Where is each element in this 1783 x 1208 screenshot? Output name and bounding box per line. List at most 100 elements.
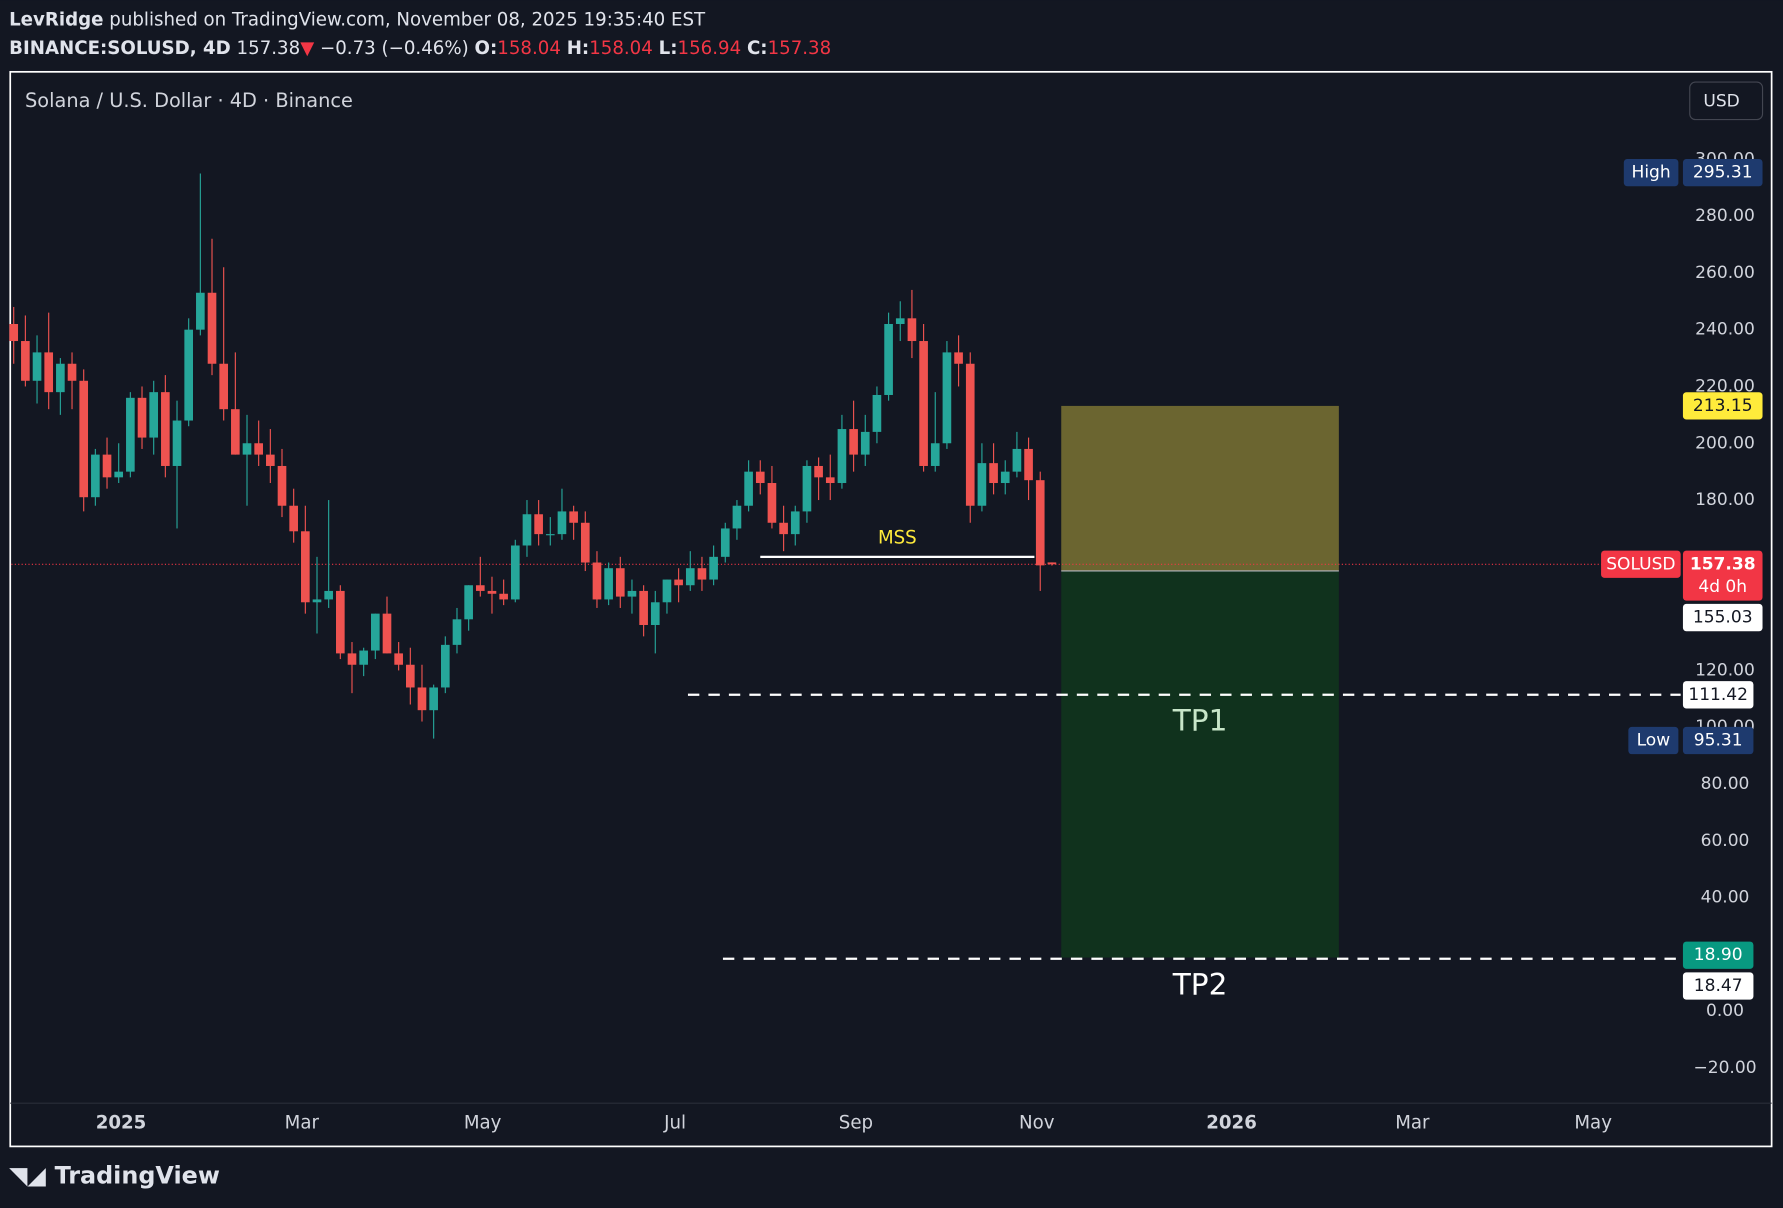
candle-body [989,463,998,484]
candle-body [207,292,217,364]
entry-value-bg [1682,603,1763,632]
change: −0.73 (−0.46%) [320,38,469,59]
candle-body [347,653,357,665]
last-symbol: SOLUSD [1606,554,1675,574]
candle-body [615,568,625,597]
candle-body [394,653,403,665]
candle-body [1024,448,1033,481]
candle-body [184,329,194,421]
candle-body [32,352,42,381]
candle-body [534,514,543,535]
candle-body [650,602,660,625]
ohlc-label: C: [747,38,768,59]
candle-body [336,590,345,654]
ohlc-label: H: [567,38,590,59]
low-label-bg [1628,726,1679,755]
candle-body [417,687,427,711]
candle-body [767,483,777,523]
ohlc-value: 158.04 [497,38,561,59]
y-tick-label: 80.00 [1701,774,1750,794]
candle-body [977,463,987,506]
y-tick-label: 260.00 [1695,263,1755,283]
candle-body [44,352,54,393]
candle-body [802,465,812,512]
chart-title: Solana / U.S. Dollar · 4D · Binance [25,89,353,112]
ohlc-value: 158.04 [589,38,653,59]
candle-body [954,352,963,364]
candle-body [254,443,263,455]
stop-zone [1061,405,1339,571]
candle-body [697,568,707,580]
symbol: BINANCE:SOLUSD, 4D [9,38,231,59]
last-countdown: 4d 0h [1698,577,1747,597]
candle-body [825,477,835,484]
candle-body [907,318,917,342]
candle-body [604,568,613,600]
candle-body [569,511,578,523]
y-tick-label: −20.00 [1693,1058,1756,1078]
candle-body [219,363,228,410]
candle-body [942,352,952,444]
candle-body [1012,448,1022,472]
x-tick-label: Sep [839,1113,873,1134]
high-label-bg [1623,158,1679,187]
candle-body [884,323,893,395]
y-tick-label: 0.00 [1706,1001,1744,1021]
candle-body [172,420,182,466]
candle-body [91,454,100,498]
ohlc-value: 156.94 [678,38,742,59]
candle-body [545,534,555,536]
candle-body [1047,562,1057,565]
ohlc-label: L: [659,38,678,59]
candle-body [149,392,159,438]
candle-body [592,562,602,600]
candle-body [102,454,112,478]
brand: TradingView [55,1162,220,1190]
brand-icon: ◥◢ [9,1162,46,1190]
chart-frame [9,70,1773,1148]
position-target: 18.90 [1694,945,1743,965]
candle-body [114,471,124,478]
currency-label[interactable]: USD [1703,91,1739,111]
candle-body [79,380,89,498]
x-tick-label: Nov [1019,1113,1055,1134]
candle-body [720,528,730,557]
high-label: High [1632,163,1671,183]
candle-body [709,556,718,580]
candle-body [510,545,520,600]
candle-body [487,590,497,594]
high-value-bg [1682,158,1763,187]
candle-body [965,363,975,506]
candle-body [137,397,147,438]
candle-body [67,363,77,381]
candle-body [126,397,135,472]
target-label: TP1 [1172,704,1228,738]
candle-body [429,687,438,711]
x-tick-label: May [464,1113,502,1134]
candle-body [860,431,870,455]
candle-body [895,318,905,324]
candle-body [475,585,485,591]
candle-body [499,593,508,600]
last-symbol-bg [1601,550,1681,578]
candle-body [639,590,648,625]
candle-body [744,471,753,506]
target-value-bg [1682,681,1754,709]
currency-button[interactable] [1689,81,1764,121]
x-tick-label: 2025 [96,1113,147,1134]
candle-body [231,409,240,455]
candle-body [580,522,590,563]
ohlc-value: 157.38 [768,38,832,59]
candle-body [21,341,30,381]
candle-body [382,613,392,654]
candle-body [277,465,287,506]
high-value: 295.31 [1693,163,1753,183]
candle-body [405,664,415,688]
candle-body [56,363,65,393]
candle-body [837,429,847,484]
y-tick-label: 240.00 [1695,320,1755,340]
x-tick-label: Jul [663,1113,686,1134]
last-value-bg [1682,550,1763,601]
candle-body [1000,471,1010,484]
y-tick-label: 280.00 [1695,206,1755,226]
